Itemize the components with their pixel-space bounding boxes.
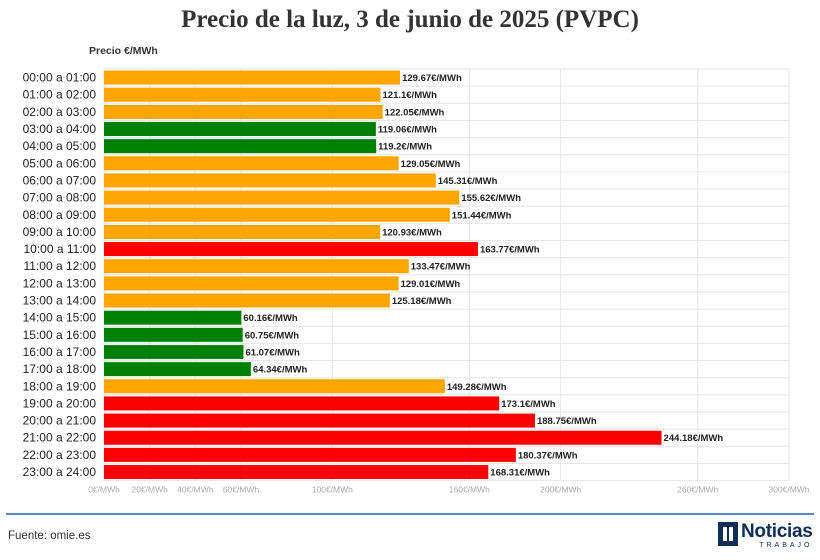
bar: [104, 173, 436, 188]
data-label: 121.1€/MWh: [383, 90, 438, 101]
logo-text: Noticias: [741, 521, 813, 542]
bar: [104, 242, 478, 257]
category-label: 05:00 a 06:00: [23, 156, 97, 170]
data-label: 151.44€/MWh: [452, 210, 512, 221]
data-label: 149.28€/MWh: [447, 382, 507, 393]
logo-icon: [718, 522, 738, 546]
bar: [104, 379, 445, 394]
data-label: 244.18€/MWh: [664, 433, 724, 444]
x-tick-label: 40€/MWh: [177, 485, 214, 495]
category-label: 07:00 a 08:00: [23, 191, 97, 205]
bar: [104, 327, 243, 342]
category-label: 00:00 a 01:00: [23, 71, 97, 85]
data-label: 155.62€/MWh: [461, 193, 521, 204]
data-label: 64.34€/MWh: [253, 365, 308, 376]
bar: [104, 139, 377, 154]
bar: [104, 396, 500, 411]
category-label: 04:00 a 05:00: [23, 139, 97, 153]
category-label: 21:00 a 22:00: [23, 431, 97, 445]
category-label: 08:00 a 09:00: [23, 208, 97, 222]
bar: [104, 276, 399, 291]
category-label: 01:00 a 02:00: [23, 88, 97, 102]
bar: [104, 207, 450, 222]
category-label: 11:00 a 12:00: [23, 259, 96, 273]
category-label: 17:00 a 18:00: [23, 362, 97, 376]
category-label: 03:00 a 04:00: [23, 122, 97, 136]
bar: [104, 122, 376, 137]
category-label: 22:00 a 23:00: [23, 448, 97, 462]
data-label: 122.05€/MWh: [385, 107, 445, 118]
data-label: 129.01€/MWh: [401, 279, 461, 290]
category-label: 09:00 a 10:00: [23, 225, 97, 239]
data-label: 173.1€/MWh: [501, 399, 556, 410]
bar: [104, 104, 383, 119]
source-note: Fuente: omie.es: [8, 530, 91, 542]
category-label: 19:00 a 20:00: [23, 396, 97, 410]
category-label: 18:00 a 19:00: [23, 379, 97, 393]
x-tick-label: 0€/MWh: [88, 485, 120, 495]
category-label: 23:00 a 24:00: [23, 465, 97, 479]
data-label: 125.18€/MWh: [392, 296, 452, 307]
bar-chart: 00:00 a 01:00 129.67€/MWh 01:00 a 02:00 121…: [23, 68, 810, 495]
data-label: 120.93€/MWh: [382, 227, 442, 238]
x-tick-label: 20€/MWh: [131, 485, 168, 495]
x-tick-label: 160€/MWh: [449, 485, 490, 495]
logo-subtext: TRABAJO: [759, 542, 813, 549]
data-label: 145.31€/MWh: [438, 176, 498, 187]
bar: [104, 259, 409, 274]
data-label: 60.16€/MWh: [243, 313, 298, 324]
bar: [104, 87, 381, 102]
data-label: 61.07€/MWh: [245, 347, 300, 358]
category-label: 15:00 a 16:00: [23, 328, 97, 342]
category-label: 14:00 a 15:00: [23, 311, 97, 325]
x-tick-label: 100€/MWh: [312, 485, 353, 495]
x-tick-label: 200€/MWh: [540, 485, 581, 495]
chart-title: Precio de la luz, 3 de junio de 2025 (PV…: [181, 6, 639, 33]
bar: [104, 344, 244, 359]
axis-label: Precio €/MWh: [89, 45, 158, 57]
category-label: 02:00 a 03:00: [23, 105, 97, 119]
data-label: 163.77€/MWh: [480, 245, 540, 256]
brand-logo: Noticias TRABAJO: [718, 521, 813, 549]
bar: [104, 447, 516, 462]
bar: [104, 465, 489, 480]
bar: [104, 70, 401, 85]
category-label: 16:00 a 17:00: [23, 345, 97, 359]
category-label: 20:00 a 21:00: [23, 414, 97, 428]
category-label: 10:00 a 11:00: [23, 242, 96, 256]
data-label: 129.05€/MWh: [401, 159, 461, 170]
footer-divider: [6, 513, 814, 515]
bar: [104, 362, 251, 377]
bar: [104, 413, 535, 428]
bar: [104, 293, 390, 308]
bar: [104, 430, 662, 445]
data-label: 188.75€/MWh: [537, 416, 597, 427]
data-label: 60.75€/MWh: [245, 330, 300, 341]
category-label: 06:00 a 07:00: [23, 173, 97, 187]
category-label: 13:00 a 14:00: [23, 294, 97, 308]
data-label: 119.06€/MWh: [378, 125, 437, 136]
x-tick-label: 60€/MWh: [223, 485, 260, 495]
bar: [104, 224, 381, 239]
x-tick-label: 260€/MWh: [677, 485, 718, 495]
data-label: 180.37€/MWh: [518, 450, 578, 461]
data-label: 129.67€/MWh: [402, 73, 462, 84]
bar: [104, 310, 242, 325]
bar: [104, 190, 460, 205]
x-tick-label: 300€/MWh: [768, 485, 809, 495]
data-label: 168.31€/MWh: [490, 468, 550, 479]
data-label: 133.47€/MWh: [411, 262, 471, 273]
category-label: 12:00 a 13:00: [23, 276, 97, 290]
bar: [104, 156, 399, 171]
data-label: 119.2€/MWh: [378, 142, 432, 153]
